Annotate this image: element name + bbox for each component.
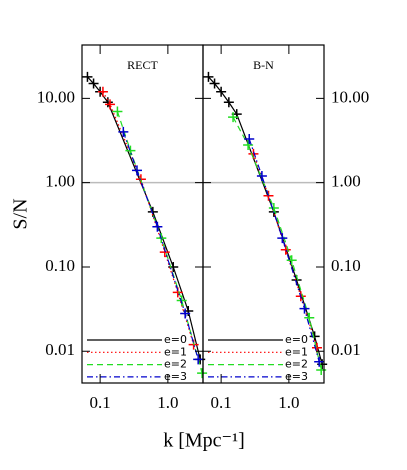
series-line [102,91,195,345]
cross-marker [309,331,320,342]
y-tick-label: 0.01 [331,340,361,359]
series-line [232,116,322,371]
cross-marker [102,97,113,108]
cross-marker [125,145,136,156]
series-line [122,131,199,360]
cross-marker [256,171,267,182]
legend-label: e=1 [285,345,308,358]
cross-marker [223,97,234,108]
y-tick-label: 0.10 [331,256,361,275]
cross-marker [243,139,254,150]
cross-marker [112,106,123,117]
cross-marker [97,86,108,97]
cross-marker [197,368,208,379]
legend-label: e=0 [164,333,187,346]
y-tick-label: 1.00 [45,172,75,191]
panel-title: RECT [127,58,158,72]
y-axis-label: S/N [10,198,32,229]
x-tick-label: 1.0 [157,393,178,412]
cross-marker [316,364,327,375]
y-tick-label: 1.00 [331,172,361,191]
cross-marker [176,295,187,306]
legend-label: e=2 [164,358,187,371]
cross-marker [131,165,142,176]
y-tick-label: 10.00 [37,87,75,106]
cross-marker [147,206,158,217]
x-tick-label: 0.1 [90,393,111,412]
cross-marker [152,221,163,232]
cross-marker [277,233,288,244]
x-axis-label: k [Mpc⁻¹] [163,430,245,452]
series-line [208,76,323,365]
cross-marker [193,354,204,365]
cross-marker [105,99,116,110]
cross-marker [88,78,99,89]
cross-marker [82,71,93,82]
y-tick-label: 0.01 [45,340,75,359]
legend-label: e=3 [285,370,308,383]
cross-marker [168,261,179,272]
cross-marker [314,356,325,367]
cross-marker [203,71,214,82]
cross-marker [268,203,279,214]
legend-label: e=1 [164,345,187,358]
cross-marker [286,255,297,266]
x-tick-label: 0.1 [211,393,232,412]
cross-marker [280,244,291,255]
panel-title: B-N [253,58,274,72]
cross-marker [118,126,129,137]
cross-marker [228,112,239,123]
cross-marker [244,133,255,144]
x-tick-label: 1.0 [278,393,299,412]
legend-label: e=3 [164,370,187,383]
y-tick-label: 0.10 [45,256,75,275]
legend-label: e=2 [285,358,308,371]
series-line [87,76,201,360]
cross-marker [304,312,315,323]
cross-marker [299,303,310,314]
y-tick-label: 10.00 [331,87,369,106]
panel-frame [202,44,325,384]
cross-marker [216,86,227,97]
legend-label: e=0 [285,333,308,346]
cross-marker [180,308,191,319]
cross-marker [209,78,220,89]
